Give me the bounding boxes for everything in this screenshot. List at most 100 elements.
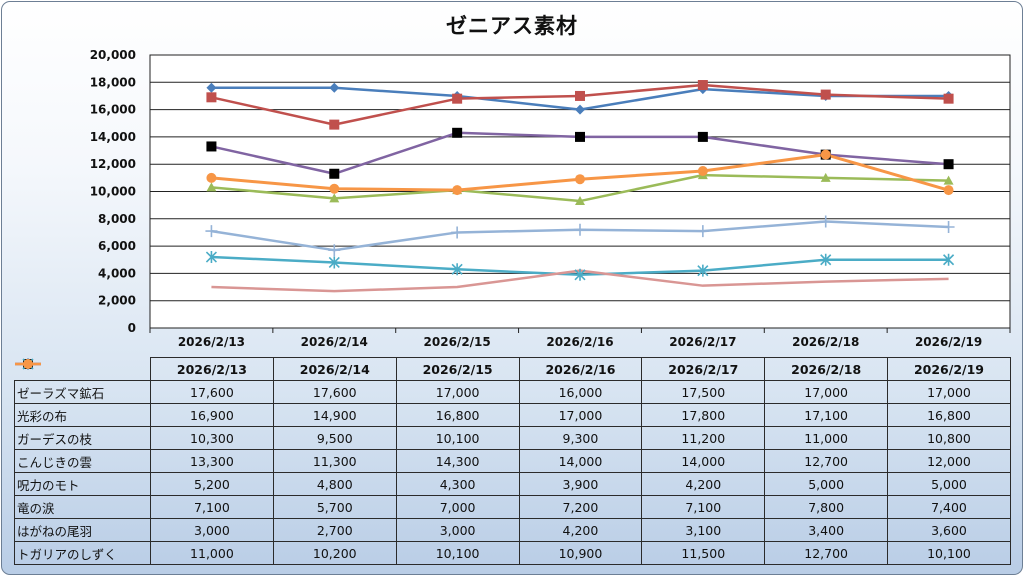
table-cell-value: 14,000 [518,449,643,473]
table-cell-value: 14,900 [272,403,397,427]
data-point [205,225,218,238]
table-header-date: 2026/2/13 [150,357,274,381]
data-table-header: 2026/2/13 2026/2/14 2026/2/15 2026/2/16 2026… [15,357,1011,381]
data-point [329,193,340,203]
data-point [206,182,217,192]
data-point [820,89,831,100]
y-tick-label: 2,000 [98,294,136,308]
table-cell-value: 11,000 [150,541,274,565]
table-cell-value: 3,400 [764,518,889,542]
table-cell-value: 17,000 [395,380,520,404]
data-point [328,244,341,257]
table-cell-value: 7,200 [518,495,643,519]
series-name: トガリアのしずく [17,546,117,562]
data-point [329,183,340,194]
data-point [820,253,832,266]
table-row: 呪力のモト 5,200 4,800 4,300 3,900 4,200 5,000 5,000 [14,357,1011,496]
y-tick-label: 14,000 [90,130,136,144]
table-cell-value: 12,700 [764,449,889,473]
table-row: ゼーラズマ鉱石 17,600 17,600 17,000 16,000 17,500 17,… [14,358,1011,404]
legend-entry: 竜の涙 [14,357,151,519]
table-row: 光彩の布 16,900 14,900 16,800 17,000 17,800 17,100… [14,358,1011,427]
table-cell-value: 17,800 [641,403,766,427]
table-header-date: 2026/2/16 [518,357,643,381]
x-tick-label: 2026/2/19 [915,335,982,349]
table-cell-value: 11,300 [272,449,397,473]
series-name: ガーデスの枝 [17,431,93,447]
table-cell-value: 7,100 [150,495,274,519]
series-markers [205,80,955,281]
table-row: こんじきの雲 13,300 11,300 14,300 14,000 14,000 12,7… [14,358,1011,473]
table-cell-value: 10,100 [395,541,520,565]
table-cell-value: 10,900 [518,541,643,565]
data-point [575,131,585,142]
legend-entry: ゼーラズマ鉱石 [14,358,151,404]
table-cell-value: 17,500 [641,380,766,404]
data-point [205,251,217,264]
y-axis: 20,000 18,000 16,000 14,000 12,000 10,000 8,00… [90,48,151,335]
table-cell-value: 5,700 [272,495,397,519]
data-point [574,223,586,236]
table-cell-value: 4,800 [272,472,397,496]
table-cell-value: 17,100 [764,403,889,427]
table-cell-value: 11,000 [764,426,889,450]
data-point [329,168,340,179]
table-cell-value: 2,700 [272,518,397,542]
x-axis: 2026/2/13 2026/2/14 2026/2/15 2026/2/16 2026… [149,328,1011,349]
series-name: はがねの尾羽 [17,523,93,539]
y-tick-label: 16,000 [90,103,136,117]
data-point [943,159,954,170]
legend-entry: 光彩の布 [14,358,151,427]
data-point [697,264,709,277]
data-point [820,172,831,182]
table-cell-value: 16,900 [150,403,274,427]
chart-title: ゼニアス素材 [446,14,578,38]
table-cell-value: 10,800 [887,426,1011,450]
table-cell-value: 4,200 [518,518,643,542]
table-cell-value: 10,100 [887,541,1011,565]
table-cell-value: 3,600 [887,518,1011,542]
table-cell-value: 16,800 [887,403,1011,427]
x-tick-label: 2026/2/16 [546,335,613,349]
table-cell-value: 5,000 [887,472,1011,496]
table-header-date: 2026/2/15 [395,357,520,381]
data-point [328,256,340,269]
table-cell-value: 7,100 [641,495,766,519]
series-name: 呪力のモト [17,477,80,493]
table-cell-value: 10,100 [395,426,520,450]
data-table: 2026/2/13 2026/2/14 2026/2/15 2026/2/16 2026… [14,357,1011,565]
table-cell-value: 16,000 [518,380,643,404]
data-point [820,149,831,160]
table-cell-value: 7,800 [764,495,889,519]
table-row: 竜の涙 7,100 5,700 7,000 7,200 7,100 7,800 7,400 [14,357,1011,519]
x-tick-label: 2026/2/14 [301,335,368,349]
series-name: ゼーラズマ鉱石 [17,385,105,401]
y-tick-label: 12,000 [90,157,136,171]
table-cell-value: 9,500 [272,426,397,450]
table-cell-value: 11,500 [641,541,766,565]
data-point [943,175,954,185]
data-point [206,172,217,183]
table-cell-value: 13,300 [150,449,274,473]
table-row: はがねの尾羽 3,000 2,700 3,000 4,200 3,100 3,400 3,60… [14,362,1011,542]
table-cell-value: 5,000 [764,472,889,496]
series-name: こんじきの雲 [17,454,93,470]
table-cell-value: 7,000 [395,495,520,519]
y-tick-label: 10,000 [90,185,136,199]
y-tick-label: 6,000 [98,239,136,253]
data-point [943,253,955,266]
data-point [206,141,217,152]
data-point [452,127,463,138]
table-cell-value: 12,700 [764,541,889,565]
table-cell-value: 17,000 [518,403,643,427]
data-point [575,90,585,101]
table-header-date: 2026/2/18 [764,357,889,381]
table-cell-value: 9,300 [518,426,643,450]
table-header-date: 2026/2/19 [887,357,1011,381]
y-tick-label: 0 [128,321,136,335]
table-cell-value: 17,000 [764,380,889,404]
legend-entry: はがねの尾羽 [14,362,151,542]
data-point [942,220,955,233]
y-tick-label: 4,000 [98,266,136,280]
table-cell-value: 3,000 [395,518,520,542]
